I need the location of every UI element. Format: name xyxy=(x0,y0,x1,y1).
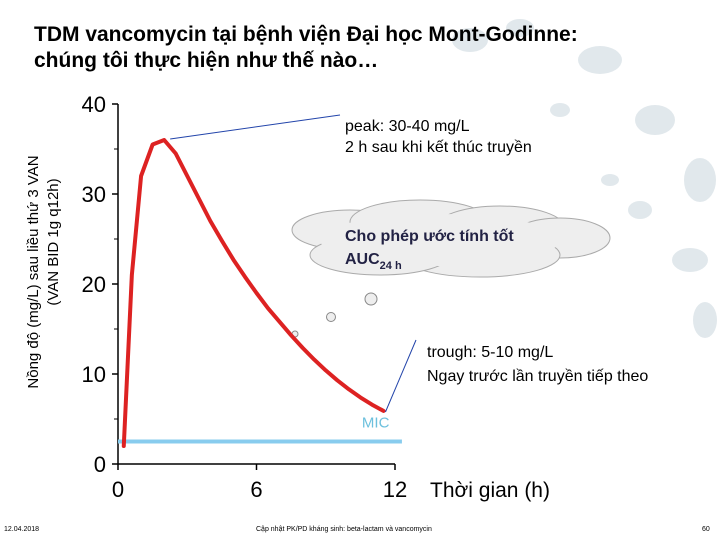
cloud-bubble-large xyxy=(364,292,378,306)
y-tick-label: 30 xyxy=(82,182,106,207)
x-tick-label: 12 xyxy=(383,477,407,502)
y-axis-label-line-1: Nồng độ (mg/L) sau liều thứ 3 VAN xyxy=(25,155,42,388)
trough-annotation-line-2: Ngay trước lần truyền tiếp theo xyxy=(427,368,648,385)
auc-subscript: 24 h xyxy=(380,260,402,272)
peak-annotation-line-2: 2 h sau khi kết thúc truyền xyxy=(345,139,532,156)
auc-annotation-line-1: Cho phép ước tính tốt xyxy=(345,228,514,245)
auc-cloud xyxy=(291,199,611,338)
title-line-1: TDM vancomycin tại bệnh viện Đại học Mon… xyxy=(34,23,578,46)
peak-annotation-line-1: peak: 30-40 mg/L xyxy=(345,118,470,135)
trough-leader-line xyxy=(384,339,417,413)
slide-title: TDM vancomycin tại bệnh viện Đại học Mon… xyxy=(34,22,674,74)
x-tick-label: 6 xyxy=(250,477,262,502)
x-tick-label: 0 xyxy=(112,477,124,502)
concentration-curve xyxy=(121,138,386,448)
x-ticks: 0 6 12 xyxy=(112,464,407,502)
auc-annotation-line-2: AUC24 h xyxy=(345,251,402,272)
mic-label: MIC xyxy=(362,415,390,432)
cloud-bubble-medium xyxy=(326,312,336,322)
y-axis-label: Nồng độ (mg/L) sau liều thứ 3 VAN (VAN B… xyxy=(25,155,62,388)
title-line-2: chúng tôi thực hiện như thế nào… xyxy=(34,49,379,72)
y-tick-label: 40 xyxy=(82,92,106,117)
peak-leader-line xyxy=(170,114,341,140)
y-tick-label: 20 xyxy=(82,272,106,297)
y-tick-label: 0 xyxy=(94,452,106,477)
footer-center-text: Cập nhật PK/PD kháng sinh: beta-lactam v… xyxy=(256,526,432,533)
x-axis-label: Thời gian (h) xyxy=(430,479,550,502)
footer-page-number: 60 xyxy=(702,526,710,533)
footer-date: 12.04.2018 xyxy=(4,526,40,533)
y-tick-label: 10 xyxy=(82,362,106,387)
trough-annotation-line-1: trough: 5-10 mg/L xyxy=(427,344,553,361)
y-ticks: 0 10 20 30 40 xyxy=(82,92,118,477)
y-axis-label-line-2: (VAN BID 1g q12h) xyxy=(45,178,62,305)
auc-main: AUC xyxy=(345,251,380,268)
